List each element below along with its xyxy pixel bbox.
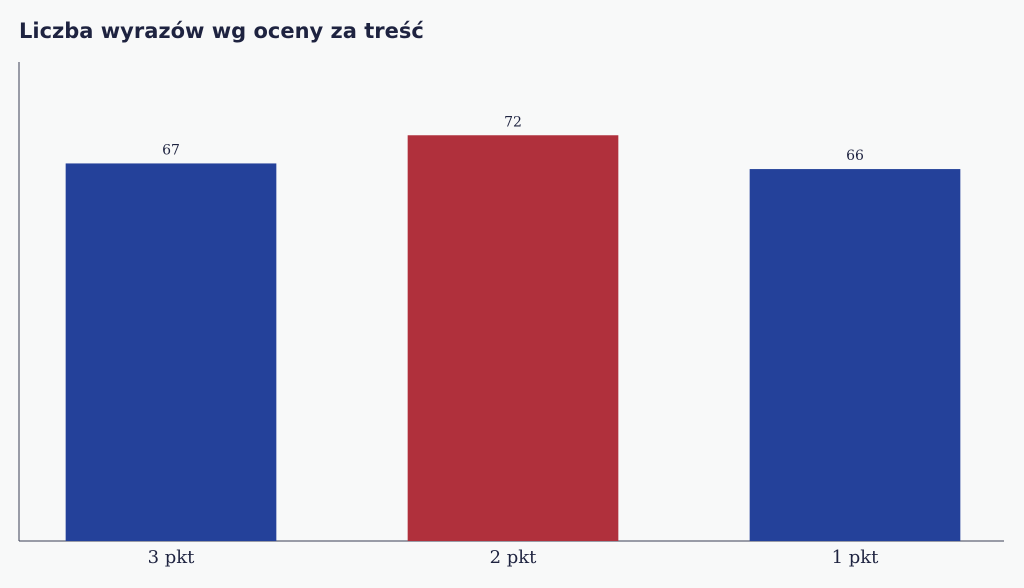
bar [749, 169, 961, 541]
value-label: 67 [162, 142, 180, 158]
x-tick-label: 2 pkt [490, 547, 538, 568]
value-label: 72 [504, 114, 522, 130]
bar [407, 135, 619, 541]
chart-title: Liczba wyrazów wg oceny za treść [19, 19, 424, 43]
bar [65, 163, 277, 541]
value-label: 66 [846, 148, 864, 164]
x-tick-label: 1 pkt [832, 547, 880, 568]
x-tick-label: 3 pkt [148, 547, 196, 568]
